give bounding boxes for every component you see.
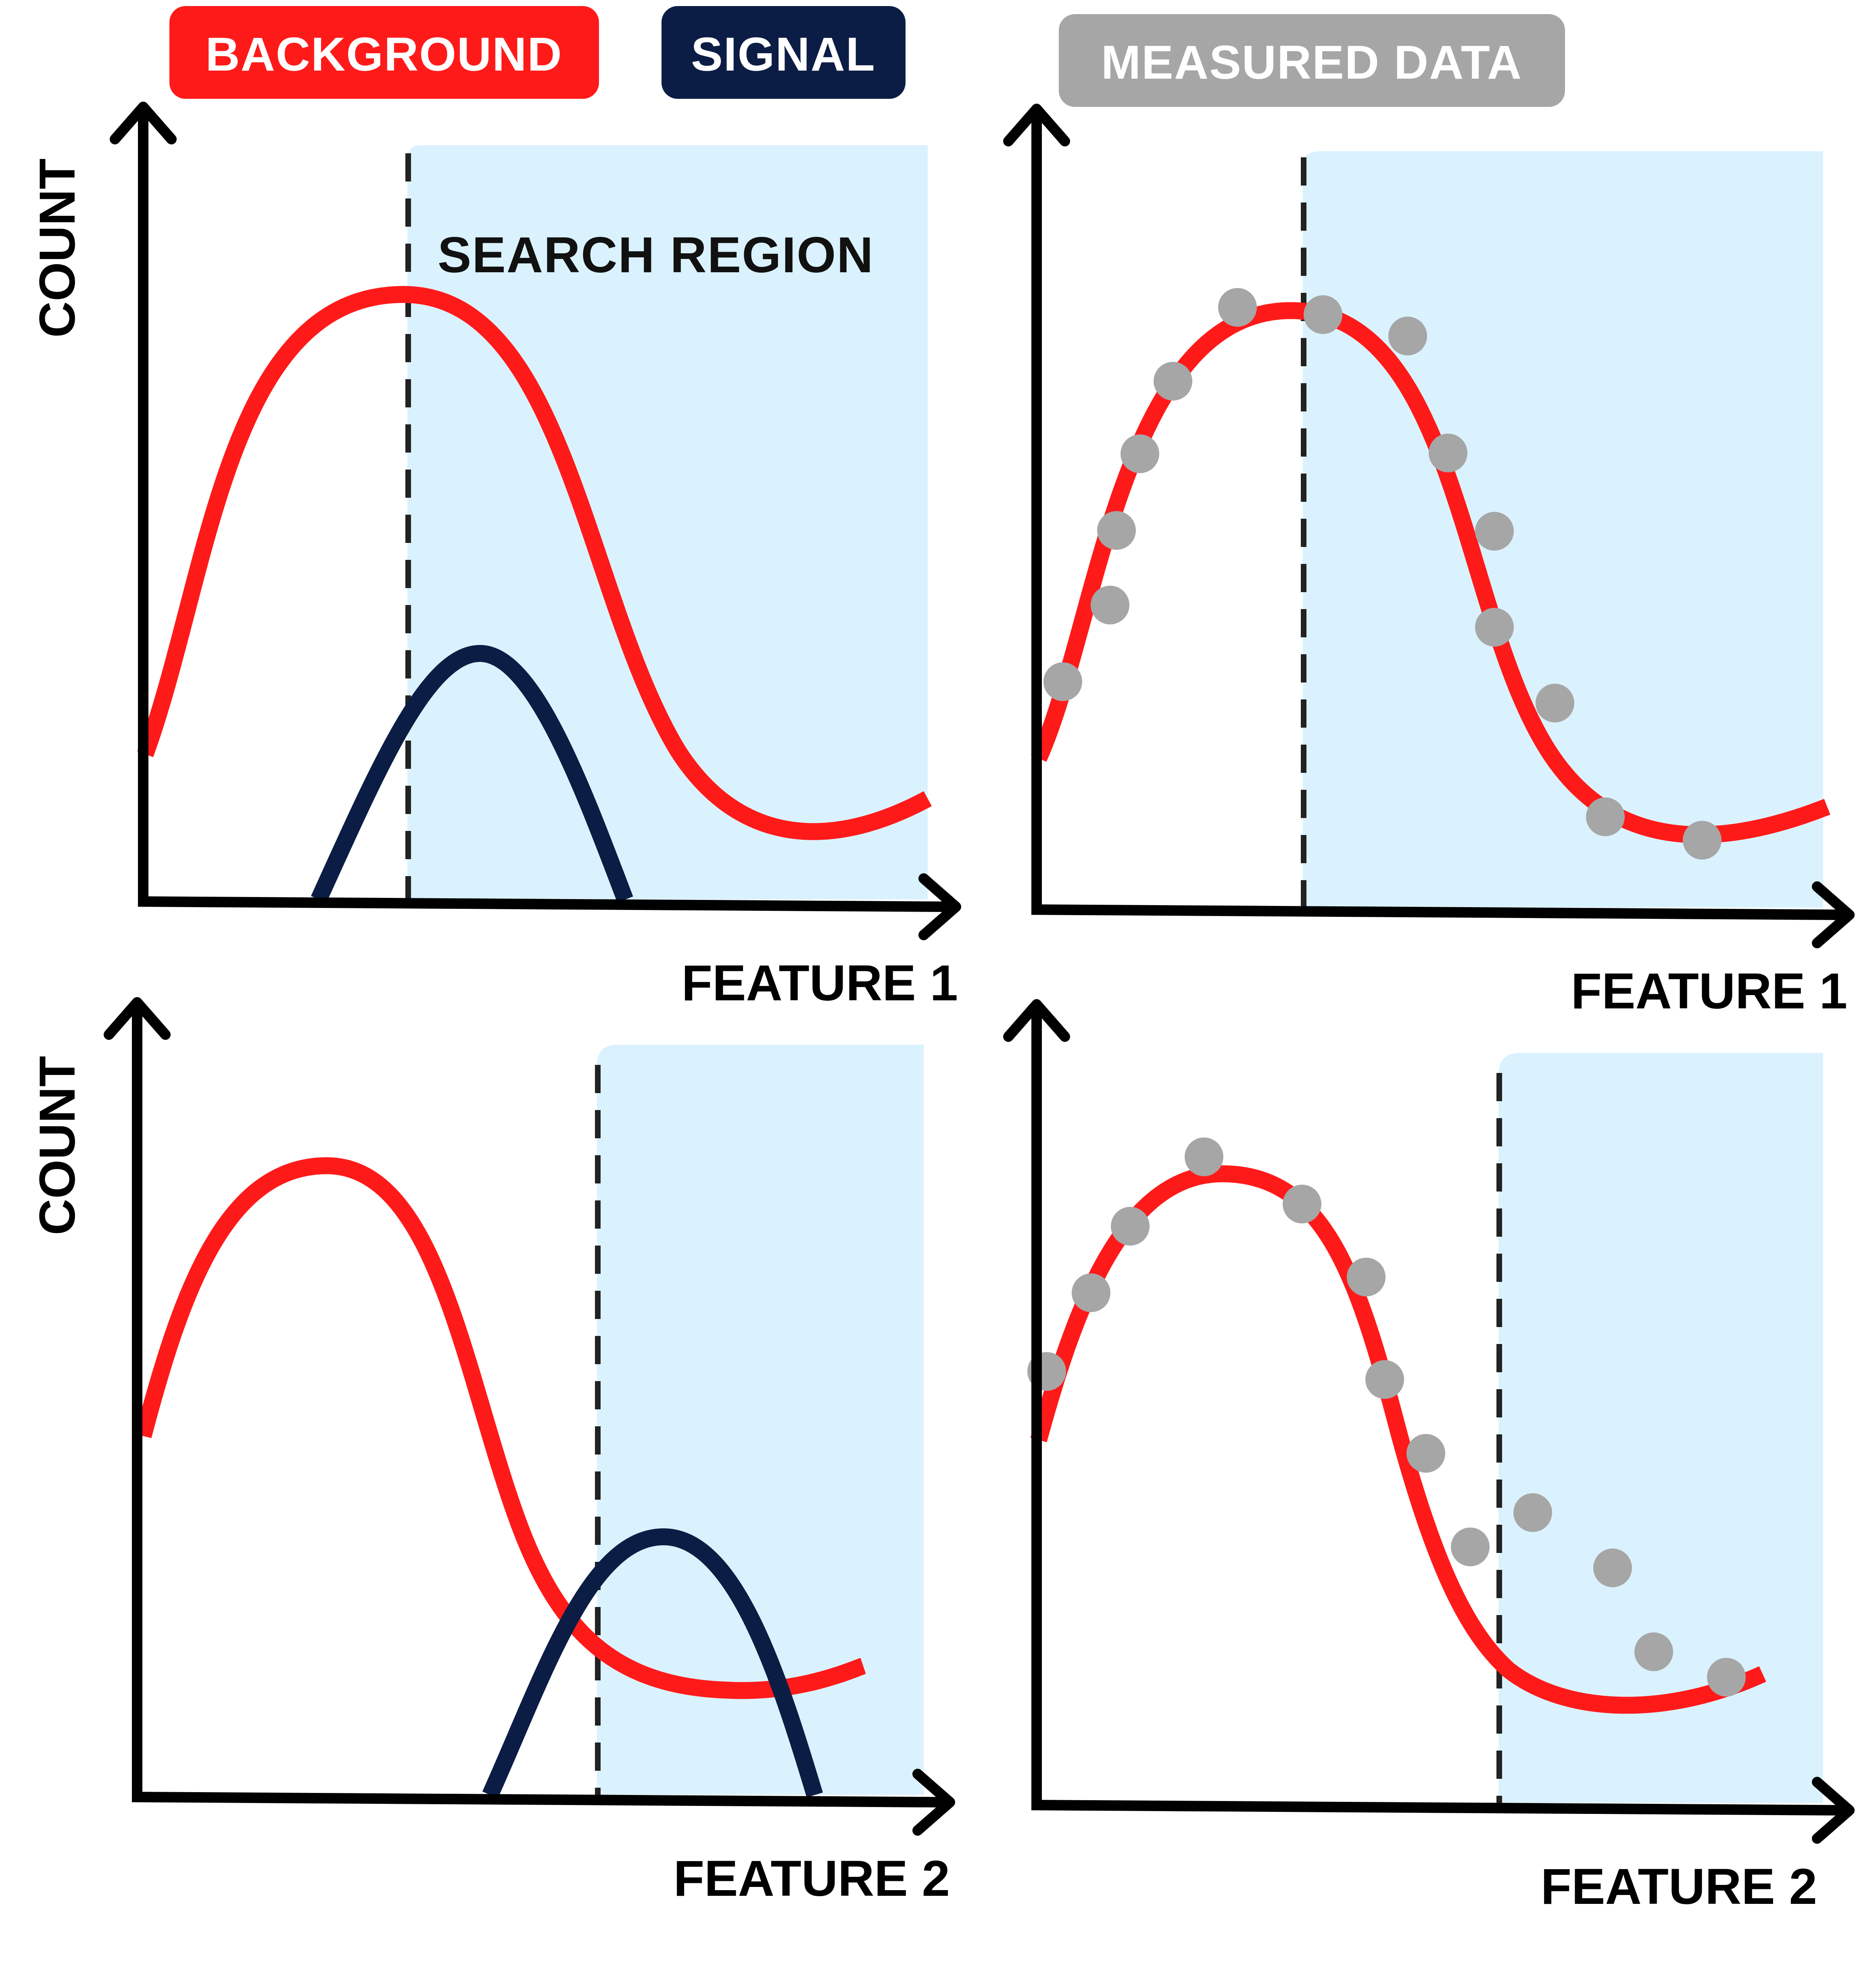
data-point [1121, 434, 1159, 473]
background-curve [137, 286, 932, 840]
x-axis [138, 896, 948, 912]
data-point [1429, 434, 1467, 472]
legend-background-label: BACKGROUND [205, 28, 562, 81]
x-axis-arrowhead [1812, 881, 1855, 948]
data-point [1218, 288, 1257, 327]
y-axis-arrowhead [1003, 999, 1070, 1042]
y-axis-label: COUNT [29, 1056, 86, 1235]
data-point [1634, 1632, 1673, 1671]
data-point [1683, 821, 1722, 860]
search-region-shading [1498, 1053, 1823, 1803]
search-region-label: SEARCH REGION [438, 227, 874, 283]
data-point [1185, 1137, 1223, 1176]
data-point [1111, 1207, 1150, 1246]
x-axis-label: FEATURE 1 [1571, 963, 1847, 1019]
x-axis [131, 1792, 942, 1807]
y-axis-arrowhead [104, 997, 171, 1040]
legend-measured-swatch [1059, 14, 1565, 107]
legend-signal-swatch [662, 6, 906, 99]
panel-top-right: FEATURE 1 [1003, 104, 1855, 1019]
y-axis-arrowhead [110, 102, 177, 144]
search-region-shading [1303, 151, 1823, 908]
signal-curve [311, 645, 633, 903]
x-axis-label: FEATURE 2 [1541, 1859, 1817, 1915]
panel-top-left: SEARCH REGION COUNT FEATURE 1 [29, 102, 961, 1011]
legend-signal: SIGNAL [662, 6, 906, 99]
data-point [1072, 1273, 1110, 1312]
data-point [1154, 362, 1192, 401]
data-point [1475, 512, 1514, 551]
panel-bottom-left: COUNT FEATURE 2 [29, 997, 955, 1907]
data-point [1451, 1528, 1490, 1566]
data-point [1707, 1658, 1746, 1697]
measured-data-points [1043, 288, 1722, 860]
x-axis-label: FEATURE 1 [682, 955, 958, 1011]
y-axis-label: COUNT [29, 159, 86, 338]
data-point [1091, 586, 1129, 624]
x-axis [1031, 1800, 1842, 1816]
data-point [1513, 1493, 1552, 1532]
legend-background: BACKGROUND [169, 6, 599, 99]
data-point [1586, 797, 1625, 836]
data-point [1365, 1360, 1404, 1399]
legend-measured-label: MEASURED DATA [1101, 36, 1522, 89]
x-axis-label: FEATURE 2 [674, 1851, 950, 1907]
x-axis-arrowhead [918, 873, 961, 940]
legend-background-swatch [169, 6, 599, 99]
signal-curve [482, 1528, 823, 1799]
data-point [1406, 1434, 1445, 1473]
measured-data-points [1027, 1137, 1746, 1697]
background-curve [135, 1157, 866, 1699]
data-point [1097, 511, 1136, 550]
data-point [1593, 1549, 1632, 1587]
data-point [1388, 317, 1427, 355]
search-region-shading [597, 1045, 924, 1795]
legend-measured-data: MEASURED DATA [1059, 14, 1565, 107]
data-point [1475, 608, 1514, 647]
data-point [1283, 1185, 1321, 1223]
data-point [1043, 662, 1082, 701]
x-axis [1031, 904, 1842, 920]
data-point [1347, 1258, 1386, 1296]
x-axis-arrowhead [1812, 1777, 1855, 1844]
y-axis-arrowhead [1003, 104, 1070, 146]
x-axis-arrowhead [912, 1769, 955, 1836]
panel-bottom-right: FEATURE 2 [1003, 999, 1855, 1915]
data-point [1304, 295, 1342, 334]
data-point [1536, 684, 1574, 722]
legend-signal-label: SIGNAL [691, 28, 876, 81]
